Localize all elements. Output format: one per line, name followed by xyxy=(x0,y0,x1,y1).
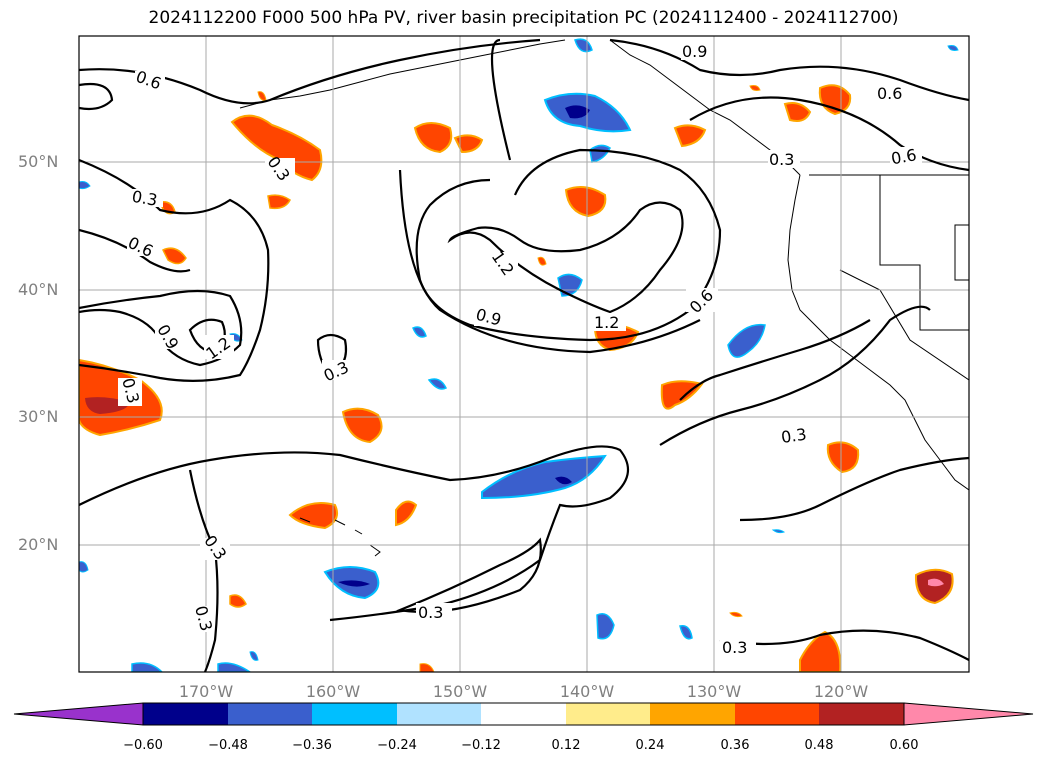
map-title: 2024112200 F000 500 hPa PV, river basin … xyxy=(148,8,899,28)
colorbar-bin xyxy=(397,703,481,725)
colorbar-bin xyxy=(650,703,735,725)
contour-label-boxes xyxy=(118,42,922,656)
colorbar-bin xyxy=(735,703,819,725)
lat-label-20n: 20°N xyxy=(18,535,59,554)
contour-label: 0.3 xyxy=(130,187,158,210)
colorbar-tick-label: 0.60 xyxy=(889,738,919,753)
colorbar-tick-label: 0.48 xyxy=(804,738,834,753)
lon-label-150w: 150°W xyxy=(432,682,488,701)
lon-label-170w: 170°W xyxy=(178,682,234,701)
lon-label-140w: 140°W xyxy=(559,682,615,701)
colorbar-tick-label: 0.12 xyxy=(551,738,581,753)
lat-label-40n: 40°N xyxy=(18,280,59,299)
lon-label-160w: 160°W xyxy=(305,682,361,701)
colorbar-bin xyxy=(312,703,397,725)
colorbar-bin xyxy=(228,703,312,725)
coastlines xyxy=(239,39,969,557)
contour-label: 0.6 xyxy=(877,84,902,103)
colorbar-bin xyxy=(566,703,650,725)
contour-label: 0.9 xyxy=(682,42,707,61)
colorbar-over-arrow xyxy=(903,702,1034,726)
colorbar-tick-label: 0.36 xyxy=(720,738,750,753)
colorbar-bin xyxy=(819,703,904,725)
contour-label: 0.3 xyxy=(769,150,794,169)
contour-label: 0.6 xyxy=(890,145,918,168)
lon-label-130w: 130°W xyxy=(686,682,742,701)
contour-label: 0.3 xyxy=(780,425,808,447)
contour-label: 0.6 xyxy=(133,67,163,94)
contour-label: 0.3 xyxy=(722,638,747,657)
colorbar-tick-label: 0.24 xyxy=(635,738,665,753)
colorbar-bin xyxy=(481,703,566,725)
colorbar-bin xyxy=(143,703,228,725)
contour-label: 1.2 xyxy=(594,313,619,332)
colorbar-tick-label: −0.48 xyxy=(208,738,248,753)
colorbar-tick-label: −0.36 xyxy=(292,738,332,753)
colorbar-tick-label: −0.12 xyxy=(461,738,501,753)
colorbar-tick-label: −0.24 xyxy=(377,738,417,753)
colorbar-under-arrow xyxy=(13,702,144,726)
map-frame xyxy=(78,35,970,673)
contour-label: 0.3 xyxy=(418,603,443,622)
colorbar xyxy=(13,702,1034,726)
lon-label-120w: 120°W xyxy=(813,682,869,701)
lat-label-30n: 30°N xyxy=(18,407,59,426)
colorbar-tick-label: −0.60 xyxy=(123,738,163,753)
contour-label: 0.6 xyxy=(125,233,156,261)
lat-label-50n: 50°N xyxy=(18,152,59,171)
